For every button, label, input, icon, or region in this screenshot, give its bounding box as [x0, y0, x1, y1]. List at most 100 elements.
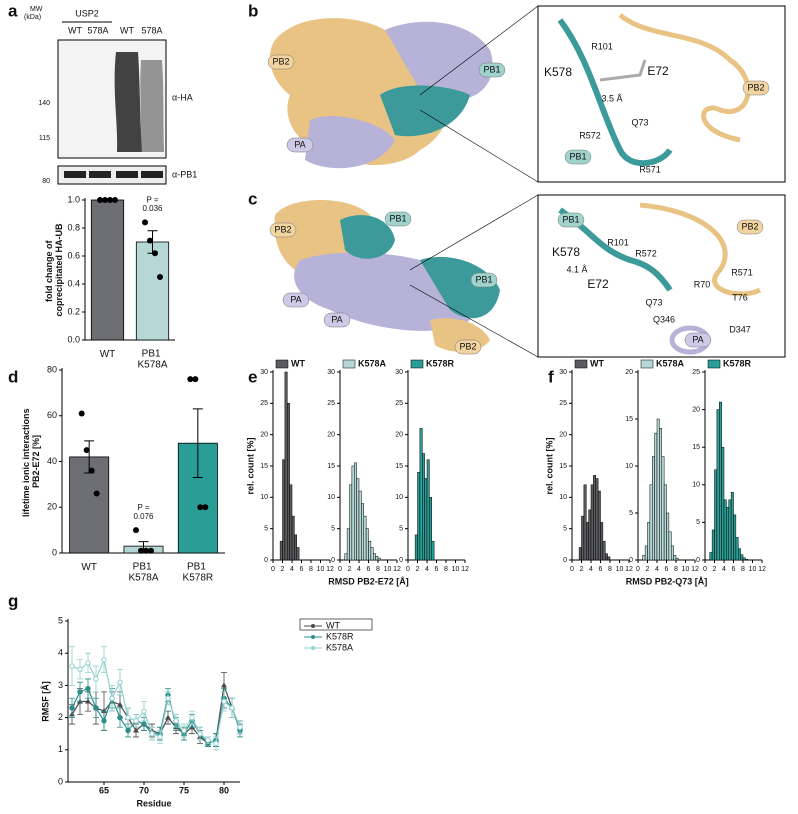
structure-label: PB2	[272, 56, 289, 66]
histogram-bar	[602, 540, 606, 561]
y-axis-label: rel. count [%]	[544, 437, 554, 494]
panel-label: a	[8, 1, 18, 20]
structure-label: K578	[552, 245, 580, 259]
y-tick-label: 60	[47, 410, 57, 420]
y-tick-label: 20	[625, 369, 633, 376]
marker	[117, 701, 123, 707]
histogram-bar	[742, 557, 746, 561]
marker	[221, 698, 227, 705]
data-point	[148, 547, 154, 554]
histogram-bar	[578, 547, 582, 561]
y-tick-label: 15	[559, 463, 567, 470]
legend-label: WT	[291, 358, 305, 368]
histogram-bar	[373, 553, 376, 561]
structure-label: Q73	[631, 117, 648, 127]
histogram-bar	[709, 552, 713, 561]
histogram-bar	[431, 540, 435, 561]
structure-label: PB2	[459, 341, 476, 351]
panel-label: g	[8, 591, 18, 610]
x-tick-label: 10	[452, 566, 460, 573]
structure-c	[274, 194, 786, 358]
data-point	[133, 527, 139, 534]
y-tick-label: 0.6	[67, 250, 80, 260]
y-tick-label: 3	[58, 680, 63, 690]
histogram-bar	[714, 469, 718, 561]
label-pill	[454, 339, 482, 355]
marker	[117, 714, 123, 721]
marker	[93, 676, 99, 682]
label-pill	[286, 137, 314, 153]
x-tick-label: 8	[741, 566, 745, 573]
y-tick-label: 20	[395, 432, 403, 439]
lane-label: WT	[120, 25, 134, 35]
antibody-label: α-PB1	[172, 169, 197, 179]
structure-label: PB1	[569, 151, 586, 161]
histogram-bar	[291, 515, 295, 561]
marker	[157, 734, 163, 740]
annotation-line: P =	[137, 503, 149, 512]
y-tick-label: 25	[260, 400, 268, 407]
histogram-bar	[730, 492, 734, 561]
histogram-bar	[721, 446, 725, 561]
marker	[173, 718, 179, 724]
structure-label: PA	[331, 314, 342, 324]
histogram-bar	[287, 403, 290, 561]
marker	[133, 727, 139, 733]
histogram-bar	[654, 432, 658, 561]
y-tick-label: 30	[327, 369, 335, 376]
band	[141, 171, 163, 178]
data-point	[192, 376, 199, 383]
histogram-bar	[673, 555, 677, 561]
label-pill	[564, 149, 592, 165]
histogram-bar	[607, 556, 611, 561]
histogram-bar	[422, 453, 425, 561]
x-tick-label: 4	[425, 566, 429, 573]
histogram-bar	[344, 553, 348, 561]
y-tick-label: 0.2	[67, 306, 80, 316]
marker	[133, 718, 139, 724]
y-tick-label: 40	[47, 456, 57, 466]
structure-label: Q346	[653, 314, 675, 324]
marker	[189, 714, 195, 721]
y-tick-label: 20	[559, 432, 567, 439]
structure-label: 3.5 Å	[601, 93, 622, 103]
label-pill	[267, 54, 295, 70]
x-tick-label: PB1 K578A	[137, 348, 167, 370]
x-axis-label: RMSD PB2-Q73 [Å]	[626, 576, 708, 586]
y-tick-label: 10	[692, 482, 700, 489]
lane-label: 578A	[141, 25, 162, 35]
x-tick-label: 10	[384, 566, 392, 573]
panel-label: e	[248, 367, 257, 386]
data-point	[93, 490, 100, 497]
x-tick-label: 2	[713, 566, 717, 573]
legend-swatch	[640, 359, 654, 369]
x-tick-label: 2	[348, 566, 352, 573]
histogram-bar	[356, 478, 360, 561]
histogram-bar	[644, 545, 648, 561]
legend-label: K578R	[426, 358, 455, 368]
axis	[407, 370, 465, 561]
legend-swatch	[574, 359, 588, 369]
structure-label: PA	[294, 139, 305, 149]
smear	[114, 52, 142, 152]
legend-swatch	[707, 359, 721, 369]
x-tick-label: 2	[580, 566, 584, 573]
structure-label: D347	[729, 324, 751, 334]
histogram-bar	[666, 512, 670, 561]
histogram-bar	[663, 484, 667, 561]
x-tick-label: 10	[616, 566, 624, 573]
histogram-bar	[294, 534, 297, 561]
x-tick-label: 2	[646, 566, 650, 573]
marker	[213, 740, 219, 747]
annotation: P = 0.036	[142, 196, 163, 214]
x-tick-label: 0	[338, 566, 342, 573]
y-tick-label: 20	[47, 502, 57, 512]
x-tick-label: PB1 K578R	[183, 561, 214, 583]
structure-label: R70	[694, 279, 711, 289]
x-tick-label: 0	[636, 566, 640, 573]
label-pill	[282, 292, 310, 308]
data-point	[147, 237, 153, 244]
marker	[85, 698, 91, 704]
lane-label: WT	[68, 25, 82, 35]
y-tick-label: 10	[625, 463, 633, 470]
